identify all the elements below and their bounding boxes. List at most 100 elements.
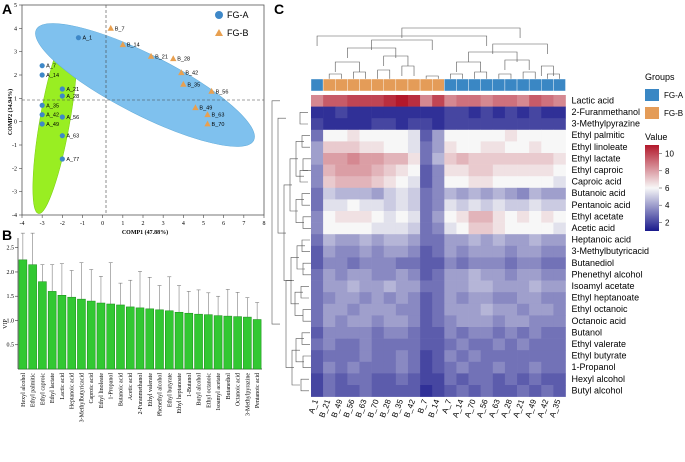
groups-legend-fg-b-label: FG-B	[664, 109, 683, 118]
heatmap-cell	[553, 95, 566, 107]
heatmap-cell	[492, 211, 506, 223]
heatmap-cell	[371, 385, 385, 397]
heatmap-cell	[444, 373, 457, 386]
heatmap-cell	[517, 245, 530, 258]
pca-x-tick-label: -2	[60, 221, 65, 227]
heatmap-cell	[347, 361, 360, 374]
heatmap-cell	[335, 303, 348, 316]
groups-legend-title: Groups	[645, 72, 675, 82]
pca-point-label: B_35	[187, 82, 200, 88]
heatmap-cell	[529, 222, 542, 235]
heatmap-cell	[480, 269, 494, 281]
column-dendrogram-link	[334, 61, 360, 72]
heatmap-cell	[541, 234, 554, 247]
heatmap-cell	[480, 222, 494, 235]
heatmap-cell	[541, 361, 554, 374]
heatmap-cell	[517, 269, 530, 281]
pca-point-label: B_70	[212, 122, 225, 128]
heatmap-cell	[383, 153, 397, 165]
heatmap-cell	[529, 211, 542, 223]
vip-bar	[125, 306, 135, 370]
vip-category-label: Butyl alcohol	[197, 373, 203, 406]
heatmap-cell	[468, 164, 481, 177]
heatmap-cell	[456, 118, 469, 131]
heatmap-cell	[468, 269, 481, 281]
heatmap-cell	[335, 315, 348, 328]
vip-bar	[47, 291, 57, 370]
heatmap-cell	[456, 106, 469, 119]
column-dendrogram-link	[456, 61, 481, 72]
heatmap-cell	[383, 187, 397, 200]
value-scale-tick-label: 8	[665, 167, 670, 176]
heatmap-cell	[347, 187, 360, 200]
heatmap-cell	[407, 199, 421, 212]
legend-fg-a-label: FG-A	[227, 10, 249, 20]
heatmap-cell	[492, 350, 506, 363]
heatmap-cell	[517, 176, 530, 189]
heatmap-cell	[383, 199, 397, 212]
pca-x-tick-label: 4	[182, 221, 185, 227]
heatmap-cell	[383, 245, 397, 258]
vip-bar	[165, 310, 174, 370]
pca-point-label: B_49	[199, 106, 212, 112]
pca-legend: FG-A FG-B	[215, 10, 249, 38]
heatmap-cell	[371, 176, 385, 189]
heatmap-row-label: Ethyl butyrate	[572, 351, 627, 361]
heatmap-cell	[553, 118, 566, 131]
heatmap-cell	[492, 257, 506, 270]
heatmap-cell	[480, 245, 494, 258]
pca-point-b_70	[204, 120, 211, 127]
heatmap-cell	[492, 361, 506, 374]
heatmap-cell	[407, 106, 421, 119]
heatmap-cell	[383, 141, 397, 154]
heatmap-cell	[517, 385, 530, 397]
heatmap-cell	[432, 292, 445, 305]
heatmap-cell	[335, 361, 348, 374]
heatmap-cell	[492, 338, 506, 351]
heatmap-cell	[529, 187, 542, 200]
heatmap-cell	[444, 338, 457, 351]
heatmap-cell	[383, 118, 397, 131]
pca-point-b_7	[107, 24, 114, 31]
heatmap-cell	[468, 303, 481, 316]
heatmap-cell	[335, 153, 348, 165]
heatmap-cell	[504, 106, 518, 119]
heatmap-cell	[492, 373, 506, 386]
heatmap-cell	[395, 187, 409, 200]
heatmap-cell	[407, 211, 421, 223]
heatmap-cell	[347, 141, 360, 154]
heatmap-cell	[504, 257, 518, 270]
vip-bar	[223, 315, 233, 370]
heatmap-cell	[371, 338, 385, 351]
row-dendrogram-link	[299, 112, 308, 125]
heatmap-cell	[541, 280, 554, 293]
heatmap-cell	[529, 315, 542, 328]
heatmap-cell	[395, 385, 409, 397]
pca-y-tick-label: 3	[14, 50, 17, 56]
heatmap-cell	[335, 141, 348, 154]
heatmap-cell	[541, 350, 554, 363]
heatmap-cell	[517, 141, 530, 154]
heatmap-cell	[323, 234, 336, 247]
heatmap-cell	[541, 257, 554, 270]
heatmap-row-label: Ethyl heptanoate	[572, 293, 640, 303]
pca-point-label: B_7	[115, 26, 125, 32]
heatmap-cell	[335, 106, 348, 119]
heatmap-cell	[311, 187, 324, 200]
heatmap-cell	[468, 153, 481, 165]
heatmap-cell	[504, 373, 518, 386]
heatmap-cell	[456, 338, 469, 351]
heatmap-cell	[480, 199, 494, 212]
pca-x-tick-label: 3	[162, 221, 165, 227]
heatmap-cell	[395, 327, 409, 339]
heatmap-cell	[395, 106, 409, 119]
heatmap-cell	[480, 315, 494, 328]
heatmap-cell	[468, 338, 481, 351]
column-dendrogram	[316, 27, 560, 86]
heatmap-cell	[383, 234, 397, 247]
heatmap-cell	[407, 245, 421, 258]
panel-label-b: B	[2, 227, 12, 243]
heatmap-cell	[420, 153, 433, 165]
heatmap-cell	[335, 187, 348, 200]
pca-x-tick-label: 0	[101, 221, 104, 227]
